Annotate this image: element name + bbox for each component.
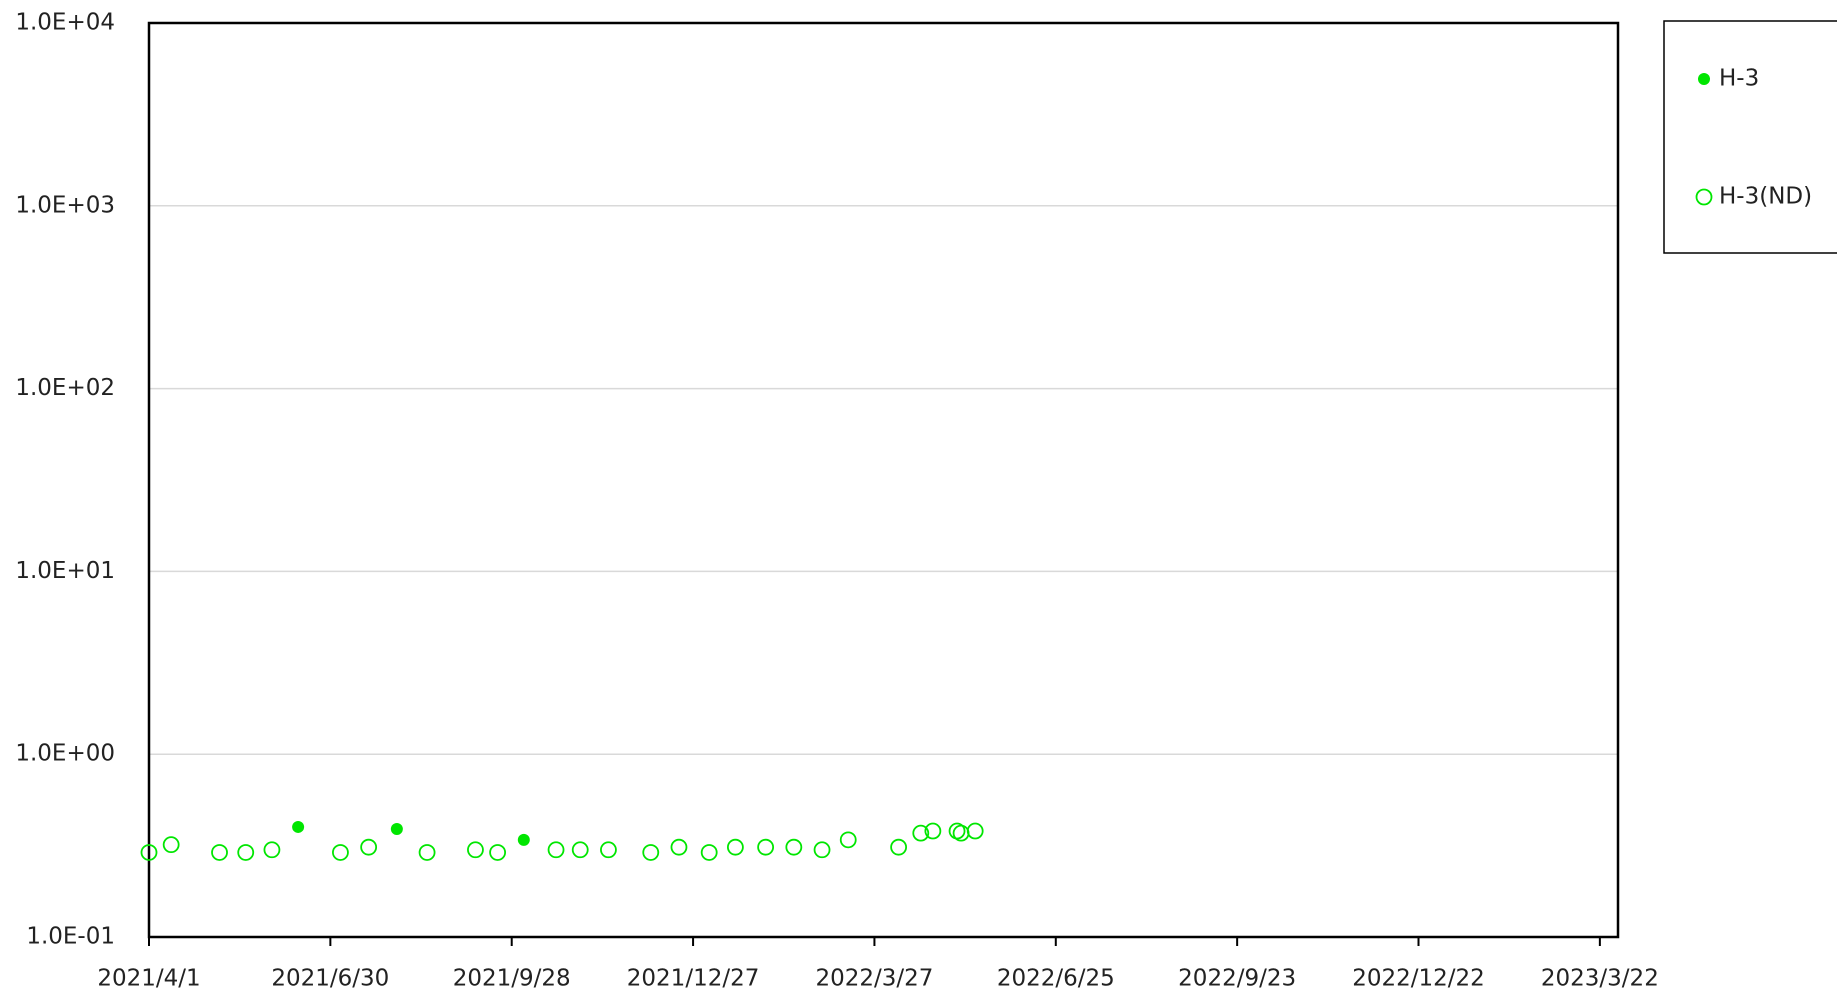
legend-marker: [1698, 73, 1710, 85]
point: [292, 820, 305, 833]
point: [785, 838, 803, 856]
point: [890, 838, 908, 856]
legend-box: [1663, 20, 1837, 254]
x-tick-label: 2021/6/30: [271, 966, 389, 992]
point: [839, 831, 857, 849]
x-tick-label: 2022/3/27: [815, 966, 933, 992]
point: [211, 844, 228, 861]
point: [418, 844, 436, 861]
x-tick-label: 2021/12/27: [627, 966, 760, 992]
point: [263, 841, 281, 859]
point: [547, 841, 565, 859]
x-tick-label: 2022/6/25: [997, 966, 1115, 992]
legend-label: H-3: [1719, 66, 1759, 92]
y-tick-label: 1.0E+00: [15, 741, 115, 767]
y-tick-label: 1.0E-01: [26, 924, 115, 950]
plot-border: [147, 21, 1620, 939]
x-tick-label: 2023/3/22: [1541, 966, 1659, 992]
point: [642, 844, 660, 861]
y-tick-label: 1.0E+01: [15, 558, 115, 584]
point: [924, 822, 942, 840]
y-tick-label: 1.0E+03: [15, 192, 115, 218]
point: [670, 838, 688, 856]
point: [600, 841, 617, 859]
x-tick-label: 2021/4/1: [97, 966, 200, 992]
point: [489, 844, 507, 861]
legend-label: H-3(ND): [1719, 184, 1812, 210]
point: [517, 833, 530, 846]
x-tick-label: 2022/9/23: [1178, 966, 1296, 992]
point: [912, 824, 930, 842]
point: [237, 844, 255, 861]
y-tick-label: 1.0E+02: [15, 375, 115, 401]
y-tick-label: 1.0E+04: [15, 10, 115, 36]
point: [726, 838, 744, 856]
point: [360, 838, 378, 856]
point: [140, 844, 158, 861]
x-tick-label: 2021/9/28: [453, 966, 571, 992]
legend-marker: [1695, 188, 1713, 206]
point: [162, 836, 180, 854]
point: [390, 822, 403, 835]
point: [757, 838, 775, 856]
point: [813, 841, 831, 859]
point: [571, 841, 589, 859]
x-tick-label: 2022/12/22: [1352, 966, 1485, 992]
point: [700, 844, 718, 861]
point: [467, 841, 484, 859]
point: [332, 844, 349, 861]
point: [966, 822, 984, 840]
